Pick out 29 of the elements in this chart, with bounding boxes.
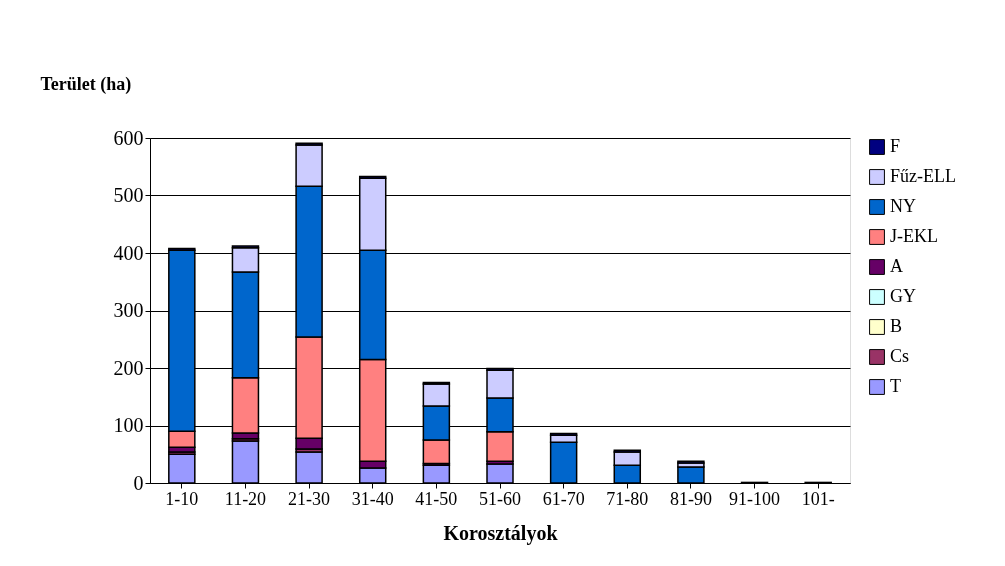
x-tick-label: 61-70 [542,488,585,509]
legend-label: Cs [890,346,910,366]
y-tick-label: 0 [133,471,144,494]
y-tick-label: 300 [113,299,144,321]
x-tick-label: 11-20 [224,488,267,509]
x-tick-label: 81-90 [669,488,712,509]
x-tick-label: 41-50 [415,488,458,509]
y-tick-label: 500 [113,184,144,206]
x-tick-label: 1-10 [165,488,199,509]
x-tick-label: 71-80 [606,488,649,509]
x-axis-title: Korosztályok [443,521,559,545]
legend-label: NY [890,196,916,216]
legend-label: A [890,256,903,276]
legend-label: GY [890,286,916,306]
legend-label: F [890,136,901,156]
x-tick-label: 51-60 [479,488,521,509]
y-axis-title: Terület (ha) [40,73,132,95]
y-tick-label: 200 [113,356,144,379]
y-tick-label: 100 [113,414,144,436]
x-tick-label: 31-40 [351,488,394,509]
legend-label: J-EKL [890,226,938,246]
x-tick-label: 91-100 [729,488,781,509]
y-tick-label: 600 [113,126,144,149]
legend-label: T [890,376,901,396]
y-tick-label: 400 [113,241,144,264]
x-tick-label: 101- [801,488,835,509]
legend-label: Fűz-ELL [890,166,956,186]
x-tick-label: 21-30 [288,488,331,509]
legend-label: B [890,316,903,336]
